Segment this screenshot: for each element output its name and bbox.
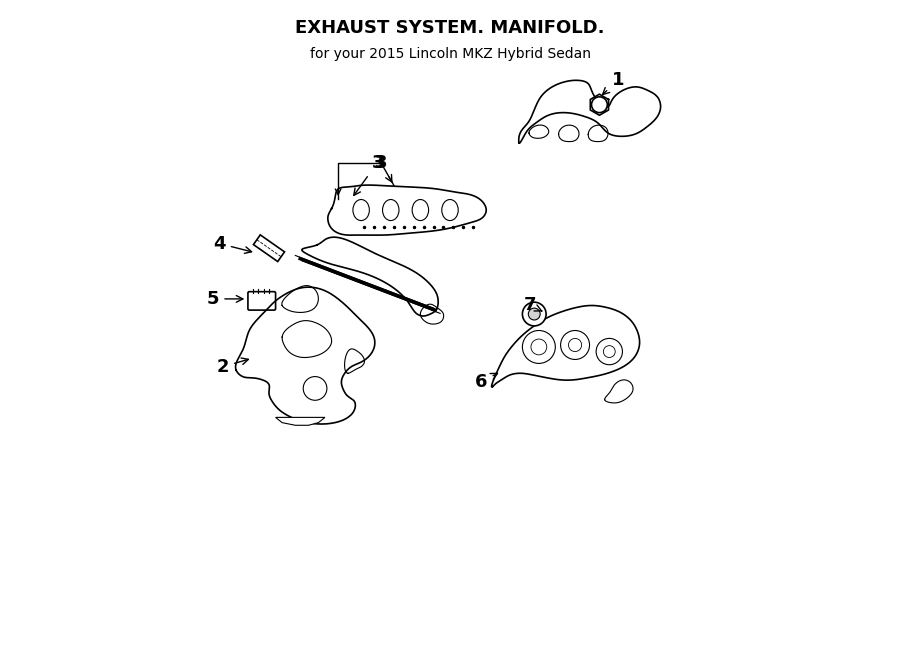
Text: 6: 6 [475, 373, 498, 391]
Text: EXHAUST SYSTEM. MANIFOLD.: EXHAUST SYSTEM. MANIFOLD. [295, 19, 605, 37]
Polygon shape [328, 185, 486, 235]
Polygon shape [605, 380, 633, 403]
Text: 7: 7 [524, 297, 542, 315]
Polygon shape [491, 305, 640, 387]
Text: 3: 3 [374, 153, 392, 182]
Circle shape [528, 308, 540, 320]
Polygon shape [420, 304, 444, 324]
Text: 2: 2 [217, 358, 248, 375]
Polygon shape [254, 235, 284, 262]
Text: for your 2015 Lincoln MKZ Hybrid Sedan: for your 2015 Lincoln MKZ Hybrid Sedan [310, 47, 590, 61]
Polygon shape [236, 287, 374, 424]
Circle shape [591, 97, 608, 112]
Text: 5: 5 [207, 290, 243, 308]
FancyBboxPatch shape [248, 292, 275, 310]
Circle shape [522, 302, 546, 326]
Text: 4: 4 [213, 235, 252, 253]
Text: 1: 1 [603, 71, 624, 95]
Text: 3: 3 [354, 153, 383, 196]
Polygon shape [302, 237, 438, 316]
Polygon shape [518, 80, 661, 143]
Polygon shape [275, 417, 325, 425]
